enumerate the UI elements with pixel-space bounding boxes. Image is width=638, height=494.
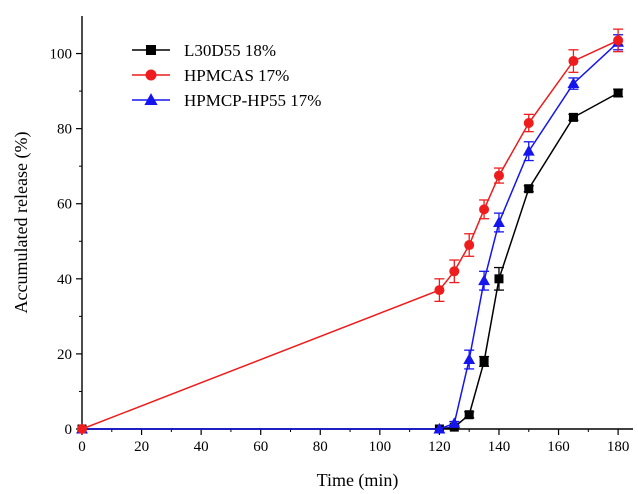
triangle-marker: [433, 422, 446, 434]
circle-marker: [613, 35, 624, 46]
y-axis: 0 20 40 60 80 100: [50, 16, 83, 438]
legend-item: HPMCAS 17%: [132, 66, 289, 85]
x-tick-label: 80: [313, 439, 328, 455]
legend: L30D55 18% HPMCAS 17% HPMCP-HP55 17%: [132, 41, 321, 110]
triangle-marker: [144, 93, 158, 105]
circle-marker: [523, 118, 534, 129]
x-tick-label: 100: [369, 439, 392, 455]
square-marker: [568, 112, 578, 122]
series-line: [82, 92, 619, 430]
circle-marker: [145, 69, 157, 81]
circle-marker: [77, 424, 87, 434]
x-axis-title: Time (min): [317, 470, 399, 491]
series-l30d55-18-: [77, 88, 624, 434]
x-tick-label: 20: [134, 439, 149, 455]
square-marker: [464, 410, 474, 420]
square-marker: [524, 184, 534, 194]
x-tick-label: 0: [78, 439, 86, 455]
legend-label: L30D55 18%: [184, 41, 276, 60]
x-tick-label: 60: [253, 439, 268, 455]
y-tick-label: 40: [57, 272, 72, 288]
triangle-marker: [522, 145, 535, 156]
x-axis: 0 20 40 60 80 100 120 140 160 180: [78, 428, 633, 455]
x-tick-label: 140: [488, 439, 511, 455]
series-line: [81, 39, 619, 430]
y-tick-label: 0: [65, 422, 73, 438]
square-marker: [613, 88, 623, 98]
series-hpmcp-hp55-17-: [76, 34, 625, 434]
y-tick-label: 100: [50, 47, 73, 63]
y-axis-title: Accumulated release (%): [11, 132, 32, 314]
circle-marker: [568, 56, 579, 67]
triangle-marker: [448, 417, 461, 428]
legend-label: HPMCAS 17%: [184, 66, 289, 85]
y-tick-label: 80: [57, 122, 72, 138]
triangle-marker: [493, 216, 505, 227]
legend-item: L30D55 18%: [132, 41, 276, 60]
y-tick-label: 20: [57, 347, 72, 363]
triangle-marker: [567, 77, 580, 89]
circle-marker: [464, 240, 475, 251]
circle-marker: [479, 204, 490, 215]
circle-marker: [434, 285, 445, 296]
x-tick-label: 40: [194, 439, 209, 455]
circle-marker: [493, 170, 504, 181]
legend-label: HPMCP-HP55 17%: [184, 91, 321, 110]
circle-marker: [449, 266, 460, 277]
square-marker: [494, 274, 504, 284]
x-tick-label: 180: [607, 439, 630, 455]
x-tick-label: 120: [428, 439, 451, 455]
square-marker: [146, 45, 156, 55]
series-layer: [76, 28, 625, 434]
triangle-marker: [478, 274, 491, 286]
x-tick-label: 160: [547, 439, 570, 455]
y-tick-label: 60: [57, 197, 72, 213]
triangle-marker: [463, 353, 476, 364]
series-hpmcas-17-: [77, 28, 624, 434]
legend-item: HPMCP-HP55 17%: [132, 91, 321, 110]
square-marker: [479, 356, 489, 366]
